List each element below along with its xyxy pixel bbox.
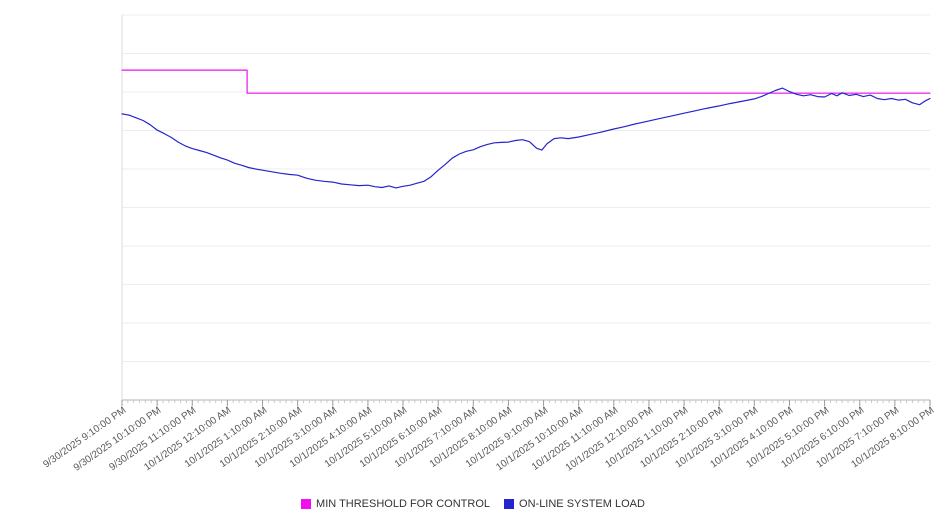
legend-label-min-threshold: MIN THRESHOLD FOR CONTROL [316,498,491,510]
load-swatch-icon [504,499,515,509]
min-threshold-line [121,69,931,94]
legend-item-system-load[interactable]: ON-LINE SYSTEM LOAD [504,498,645,510]
legend: MIN THRESHOLD FOR CONTROL ON-LINE SYSTEM… [0,498,946,510]
legend-label-system-load: ON-LINE SYSTEM LOAD [519,498,645,510]
legend-item-min-threshold[interactable]: MIN THRESHOLD FOR CONTROL [301,498,490,510]
system-load-line [121,87,931,189]
threshold-swatch-icon [301,499,312,509]
